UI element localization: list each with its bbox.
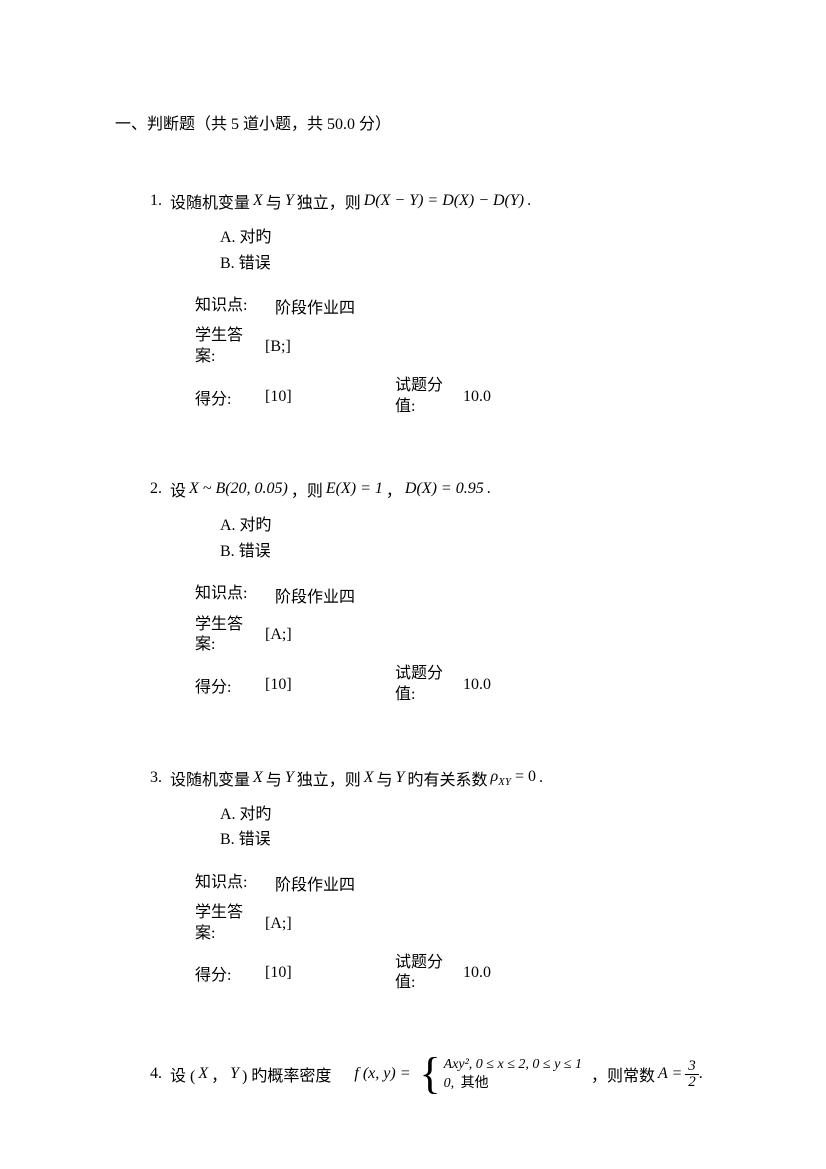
q3-kp-value: 阶段作业四 xyxy=(275,871,355,895)
q3-kp-label: 知识点: xyxy=(195,873,265,894)
q2-score-label: 得分: xyxy=(195,673,265,697)
q4-text-a: 设 ( xyxy=(170,1062,195,1086)
q3-options: A. 对旳 B. 错误 xyxy=(220,802,726,853)
q2-ans-label: 学生答案: xyxy=(195,615,255,657)
q2-kp-value: 阶段作业四 xyxy=(275,583,355,607)
q2-sv-label: 试题分值: xyxy=(395,664,455,706)
q1-kp-value: 阶段作业四 xyxy=(275,294,355,318)
q2-option-b: B. 错误 xyxy=(220,539,726,565)
q4-text-c: ，则常数 xyxy=(591,1062,655,1086)
q3-ans-label: 学生答案: xyxy=(195,903,255,945)
q1-text-a: 设随机变量 xyxy=(170,189,250,213)
q2-formula-2: E(X) = 1 xyxy=(323,480,386,498)
q3-rho-sym: ρ xyxy=(490,768,498,785)
question-4: 4. 设 ( X ， Y ) 旳概率密度 f (x, y) = { Axy², … xyxy=(150,1054,726,1094)
q1-sv-label: 试题分值: xyxy=(395,376,455,418)
q1-option-b: B. 错误 xyxy=(220,251,726,277)
q2-formula-3: D(X) = 0.95 xyxy=(402,480,487,498)
q2-score-value: [10] xyxy=(265,676,395,694)
brace-icon: { xyxy=(420,1054,441,1094)
q2-text-c: ， xyxy=(386,477,402,501)
section-title: 一、判断题（共 5 道小题，共 50.0 分） xyxy=(115,110,726,134)
q1-ans-label: 学生答案: xyxy=(195,326,255,368)
q4-text-b: ) 旳概率密度 xyxy=(242,1062,331,1086)
q1-text-b: 与 xyxy=(266,189,282,213)
q1-kp-label: 知识点: xyxy=(195,296,265,317)
q2-text-b: ，则 xyxy=(291,477,323,501)
q1-formula: D(X − Y) = D(X) − D(Y) xyxy=(361,192,527,210)
q3-text-c: 独立，则 xyxy=(297,766,361,790)
q4-case2a: 0, xyxy=(441,1076,461,1091)
q3-var-y2: Y xyxy=(393,769,408,787)
q2-number: 2. xyxy=(150,480,162,498)
q2-text-a: 设 xyxy=(170,477,186,501)
q4-var-y: Y xyxy=(227,1065,242,1083)
question-1: 1. 设随机变量 X 与 Y 独立，则 D(X − Y) = D(X) − D(… xyxy=(150,189,726,417)
q1-sv-value: 10.0 xyxy=(463,388,491,406)
q2-ans-value: [A;] xyxy=(265,626,292,644)
q4-var-x: X xyxy=(195,1065,211,1083)
q4-frac-den: 2 xyxy=(685,1075,699,1090)
q2-options: A. 对旳 B. 错误 xyxy=(220,513,726,564)
q4-stem: 4. 设 ( X ， Y ) 旳概率密度 f (x, y) = { Axy², … xyxy=(150,1054,726,1094)
q1-ans-value: [B;] xyxy=(265,338,291,356)
q3-stem: 3. 设随机变量 X 与 Y 独立，则 X 与 Y 旳有关系数 ρXY = 0 … xyxy=(150,766,726,790)
q3-text-a: 设随机变量 xyxy=(170,766,250,790)
question-3: 3. 设随机变量 X 与 Y 独立，则 X 与 Y 旳有关系数 ρXY = 0 … xyxy=(150,766,726,994)
q4-case1: Axy², 0 ≤ x ≤ 2, 0 ≤ y ≤ 1 xyxy=(441,1057,585,1072)
q3-score-value: [10] xyxy=(265,964,395,982)
q4-cases: { Axy², 0 ≤ x ≤ 2, 0 ≤ y ≤ 1 0, 其他 xyxy=(420,1054,585,1094)
q4-comma: ， xyxy=(211,1062,227,1086)
q4-end: . xyxy=(699,1065,703,1083)
q2-end: . xyxy=(487,480,491,498)
q3-var-x: X xyxy=(250,769,266,787)
q4-fxy: f (x, y) = xyxy=(351,1065,413,1083)
q4-frac-num: 3 xyxy=(685,1059,699,1075)
q1-score-value: [10] xyxy=(265,388,395,406)
q1-stem: 1. 设随机变量 X 与 Y 独立，则 D(X − Y) = D(X) − D(… xyxy=(150,189,726,213)
q2-meta: 知识点: 阶段作业四 学生答案: [A;] 得分: [10] 试题分值: 10.… xyxy=(195,583,726,706)
q4-A-eq: A = xyxy=(655,1065,685,1083)
q3-number: 3. xyxy=(150,769,162,787)
q2-kp-label: 知识点: xyxy=(195,584,265,605)
q1-end: . xyxy=(527,192,531,210)
q1-options: A. 对旳 B. 错误 xyxy=(220,225,726,276)
q3-meta: 知识点: 阶段作业四 学生答案: [A;] 得分: [10] 试题分值: 10.… xyxy=(195,871,726,994)
q2-sv-value: 10.0 xyxy=(463,676,491,694)
question-2: 2. 设 X ~ B(20, 0.05) ，则 E(X) = 1 ， D(X) … xyxy=(150,477,726,705)
q3-text-e: 旳有关系数 xyxy=(407,766,487,790)
q4-fraction: 3 2 xyxy=(685,1059,699,1090)
q1-text-c: 独立，则 xyxy=(297,189,361,213)
q1-number: 1. xyxy=(150,192,162,210)
q2-formula-1: X ~ B(20, 0.05) xyxy=(186,480,291,498)
q3-end: . xyxy=(539,769,543,787)
q1-meta: 知识点: 阶段作业四 学生答案: [B;] 得分: [10] 试题分值: 10.… xyxy=(195,294,726,417)
page: 一、判断题（共 5 道小题，共 50.0 分） 1. 设随机变量 X 与 Y 独… xyxy=(0,0,826,1094)
q3-ans-value: [A;] xyxy=(265,915,292,933)
q3-option-a: A. 对旳 xyxy=(220,802,726,828)
q3-rho: ρXY = 0 xyxy=(487,768,539,788)
q1-var-x: X xyxy=(250,192,266,210)
q3-text-d: 与 xyxy=(377,766,393,790)
q3-var-y: Y xyxy=(282,769,297,787)
q1-option-a: A. 对旳 xyxy=(220,225,726,251)
q2-option-a: A. 对旳 xyxy=(220,513,726,539)
q3-option-b: B. 错误 xyxy=(220,827,726,853)
q3-score-label: 得分: xyxy=(195,961,265,985)
q4-number: 4. xyxy=(150,1065,162,1083)
q1-var-y: Y xyxy=(282,192,297,210)
q3-sv-value: 10.0 xyxy=(463,964,491,982)
q4-case2b: 其他 xyxy=(461,1076,489,1091)
q3-var-x2: X xyxy=(361,769,377,787)
q1-score-label: 得分: xyxy=(195,385,265,409)
q3-rho-eq: = 0 xyxy=(511,768,536,785)
q3-rho-sub: XY xyxy=(498,776,511,788)
q3-sv-label: 试题分值: xyxy=(395,953,455,995)
q3-text-b: 与 xyxy=(266,766,282,790)
q2-stem: 2. 设 X ~ B(20, 0.05) ，则 E(X) = 1 ， D(X) … xyxy=(150,477,726,501)
